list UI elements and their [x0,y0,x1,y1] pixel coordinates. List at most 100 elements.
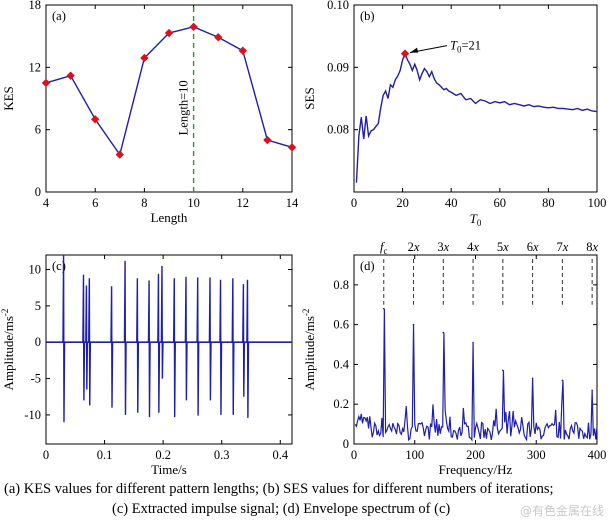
impulse-spike [123,260,127,415]
impulse-spike [242,284,246,397]
y-tick-label: 0.6 [333,318,349,332]
impulse-spike [160,265,164,379]
impulse-spike [184,276,188,401]
spectrum-peak [412,323,415,326]
spectrum-peak [561,379,564,382]
x-tick-label: 80 [542,196,555,210]
panel-label: (c) [52,259,66,273]
data-point-marker [189,22,198,32]
spectrum-peak [591,389,593,392]
impulse-spike [82,274,86,401]
x-axis-label: Frequency/Hz [439,462,513,477]
plot-frame [353,4,598,193]
impulse-spike [219,279,223,415]
y-axis-label: KES [1,86,16,111]
harmonic-label: 7x [556,240,568,254]
data-point-marker [287,143,297,152]
peak-arrowhead [410,47,419,53]
reference-line-label: Length=10 [177,80,191,135]
panel-b-ses-chart: 0 20 40 60 80 100 0.08 0.09 0.10 (b) T0=21 T0 SES [302,0,606,228]
x-tick-label: 8 [141,196,147,210]
x-tick-label: 0 [351,448,357,462]
y-tick-label: 18 [29,0,42,12]
x-tick-label: 14 [286,196,299,210]
x-tick-label: 0 [43,448,49,462]
spectrum-peak [502,369,504,372]
harmonic-label: 4x [467,240,479,254]
x-tick-label: 0 [351,196,357,210]
plot-frame [353,254,598,445]
data-point-marker [41,78,51,88]
spectrum-peak [382,307,385,310]
impulse-spike [147,280,151,418]
y-tick-label: 0.8 [333,278,349,292]
y-axis-label: SES [302,87,317,109]
y-tick-label: 0 [35,185,41,199]
series-line-ses [355,51,598,183]
y-tick-label: 0 [343,437,349,451]
x-tick-label: 40 [445,196,458,210]
data-point-marker [164,28,174,38]
impulse-spike [110,286,114,408]
y-axis-label: Amplitude/ms-2 [301,309,317,391]
panel-label: (b) [360,9,375,23]
data-point-marker [115,150,124,159]
peak-marker [400,49,410,58]
harmonic-label: 8x [586,240,598,254]
x-axis-label: T0 [470,211,482,228]
x-tick-label: 100 [588,196,607,210]
y-tick-label: 12 [29,60,42,74]
spectrum-line [354,308,598,442]
data-point-marker [140,53,149,63]
y-tick-label: 0.2 [333,397,349,411]
figure-canvas: 4 6 8 10 12 14 0 6 12 18 (a) Length=10 Length KES 0 20… [0,0,607,477]
panel-a-kes-chart: 4 6 8 10 12 14 0 6 12 18 (a) Length=10 Length KES [1,0,299,225]
x-tick-label: 12 [237,196,250,210]
y-tick-label: 6 [35,123,41,137]
watermark-text: @有色金属在线 [519,504,604,518]
y-tick-label: 0.08 [327,123,349,137]
y-tick-label: 0 [35,335,41,349]
data-point-marker [263,135,272,145]
harmonic-label: fc [380,240,387,256]
harmonic-label: 5x [497,240,509,254]
impulse-spike [196,277,200,416]
series-line-kes [45,26,293,157]
peak-annotation-label: T0=21 [450,39,481,55]
harmonic-label: 2x [408,240,420,254]
y-tick-label: 10 [29,263,42,277]
harmonic-label: 3x [437,240,449,254]
y-tick-label: 5 [35,299,41,313]
spectrum-peak [472,341,474,344]
x-tick-label: 4 [43,196,50,210]
data-point-marker [66,71,75,80]
impulse-spike [246,279,250,418]
impulse-spike [157,273,161,413]
y-tick-label: -5 [31,372,41,386]
impulse-spike [62,254,66,423]
impulse-spike [85,285,89,390]
y-tick-label: -10 [24,408,41,422]
x-tick-label: 0.4 [272,448,288,462]
harmonic-label: 6x [527,240,539,254]
data-point-marker [238,46,247,55]
impulse-spike [231,278,235,415]
x-tick-label: 200 [466,448,485,462]
figure-caption-line-1: (a) KES values for different pattern len… [4,481,554,497]
x-tick-label: 0.2 [155,448,171,462]
panel-label: (d) [360,259,375,273]
plot-frame [45,254,293,445]
plot-frame [45,4,293,193]
x-tick-label: 6 [92,196,98,210]
data-point-marker [214,33,223,42]
x-axis-label: Length [151,210,188,225]
impulse-spike [88,278,92,406]
y-tick-label: 0.10 [327,0,349,12]
y-axis-label: Amplitude/ms-2 [0,309,16,391]
panel-c-impulse-signal-chart: 0 0.1 0.2 0.3 0.4 -10 -5 0 5 10 (c) Time/s Amplitude… [0,254,293,477]
x-tick-label: 400 [588,448,607,462]
x-tick-label: 10 [187,196,200,210]
x-tick-label: 300 [527,448,546,462]
data-point-marker [91,115,100,124]
x-tick-label: 100 [405,448,424,462]
